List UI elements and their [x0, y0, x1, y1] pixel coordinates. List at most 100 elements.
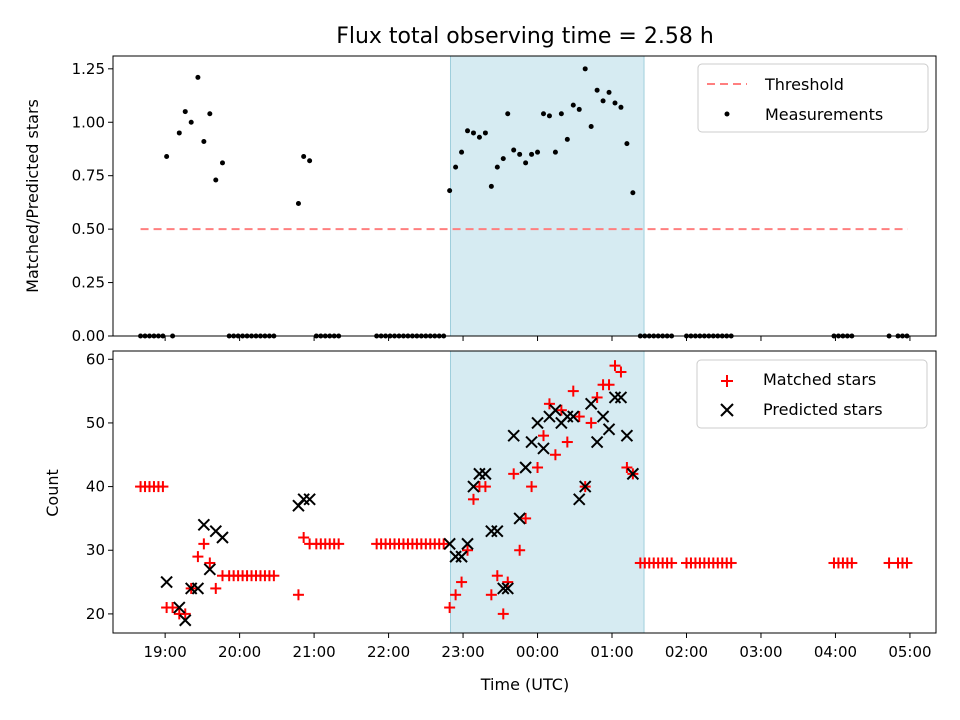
predicted-star-point [160, 575, 173, 589]
measurement-point [219, 160, 225, 166]
top-legend: Threshold Measurements [697, 63, 929, 133]
matched-star-point [456, 576, 468, 588]
matched-star-point [514, 544, 526, 556]
predicted-star-point [216, 531, 229, 544]
matched-star-point [621, 461, 633, 473]
bottom-legend: Matched stars Predicted stars [696, 359, 928, 429]
predicted-star-point [455, 550, 468, 563]
predicted-star-point [549, 403, 562, 417]
matched-star-point [615, 366, 627, 378]
top-y-tick-label: 0.50 [72, 220, 105, 238]
matched-star-point [450, 589, 462, 601]
matched-star-point [549, 449, 561, 461]
top-y-ticks: 0.00 0.25 0.50 0.75 1.00 1.25 [72, 60, 113, 345]
predicted-star-point [620, 429, 634, 442]
top-y-axis-label: Matched/Predicted stars [23, 99, 42, 293]
measurement-point [176, 130, 182, 136]
measurement-point [594, 87, 600, 93]
measurement-point [523, 160, 529, 166]
measurement-point [540, 111, 546, 117]
measurement-point [624, 141, 630, 147]
predicted-star-point [461, 537, 474, 551]
matched-star-point [479, 481, 491, 493]
top-panel: 0.00 0.25 0.50 0.75 1.00 1.25 Matched/Predict… [23, 55, 937, 345]
x-tick-label: 19:00 [144, 643, 187, 661]
predicted-star-point [525, 435, 538, 449]
measurement-point [307, 158, 313, 164]
chart-title: Flux total observing time = 2.58 h [336, 24, 714, 49]
measurement-point [582, 66, 588, 72]
matched-star-point [666, 557, 678, 569]
measurement-point [535, 149, 541, 155]
matched-star-point [192, 551, 204, 563]
x-tick-label: 03:00 [739, 643, 782, 661]
measurement-point [576, 106, 582, 112]
bottom-legend-box [696, 359, 928, 429]
measurement-point [564, 136, 570, 142]
matched-star-point [210, 582, 222, 594]
measurement-point [295, 200, 301, 206]
measurement-point [511, 147, 517, 153]
matched-star-point [467, 493, 479, 505]
matched-star-point [179, 608, 191, 620]
top-shaded-span [449, 55, 645, 337]
measurement-point [164, 153, 170, 159]
measurement-point [630, 190, 636, 196]
predicted-star-point [573, 493, 586, 506]
matched-star-point [167, 602, 179, 614]
predicted-star-point [567, 410, 580, 423]
predicted-star-point [179, 614, 192, 627]
matched-star-point [502, 576, 514, 588]
matched-star-point [462, 544, 474, 556]
top-y-tick-label: 0.25 [72, 274, 105, 292]
predicted-star-point [507, 429, 520, 442]
legend-measurements-label: Measurements [765, 105, 883, 124]
x-tick-label: 02:00 [665, 643, 708, 661]
matched-star-point [268, 570, 280, 582]
measurement-point [470, 130, 476, 136]
bottom-y-tick-label: 30 [86, 541, 105, 559]
x-tick-label: 01:00 [590, 643, 633, 661]
measurement-point [570, 102, 576, 108]
top-y-tick-label: 0.00 [72, 327, 105, 345]
matched-star-point [573, 411, 585, 423]
matched-star-point [609, 360, 621, 372]
measurement-point [606, 89, 612, 95]
x-tick-label: 05:00 [888, 643, 931, 661]
measurement-point [558, 111, 564, 117]
bottom-y-axis-label: Count [43, 469, 62, 517]
predicted-star-point [584, 397, 598, 411]
legend-matched-swatch [721, 375, 733, 387]
measurement-point [612, 100, 618, 106]
predicted-star-point [596, 410, 610, 423]
measurement-point [600, 98, 606, 104]
predicted-star-point [519, 461, 532, 474]
predicted-star-point [590, 435, 604, 449]
predicted-star-point [497, 582, 510, 595]
matched-star-point [537, 430, 549, 442]
predicted-star-point [626, 467, 640, 481]
matched-star-point [292, 589, 304, 601]
x-tick-label: 04:00 [814, 643, 857, 661]
predicted-star-point [602, 423, 616, 436]
measurement-point [301, 153, 307, 159]
top-y-tick-label: 1.25 [72, 60, 105, 78]
matched-star-point [198, 538, 210, 550]
x-axis-label: Time (UTC) [480, 675, 569, 694]
measurement-point [459, 149, 465, 155]
matched-star-point [526, 481, 538, 493]
predicted-star-point [578, 480, 592, 493]
matched-star-point [520, 512, 532, 524]
predicted-star-point [303, 493, 316, 506]
measurement-point [195, 74, 201, 80]
predicted-star-point [467, 480, 480, 493]
measurement-point [517, 151, 523, 157]
x-tick-label: 22:00 [367, 643, 410, 661]
x-tick-label: 20:00 [218, 643, 261, 661]
measurement-point [207, 111, 213, 117]
matched-star-point [603, 379, 615, 391]
top-x-ticks [164, 336, 911, 341]
measurement-point [494, 164, 500, 170]
matched-star-point [508, 468, 520, 480]
